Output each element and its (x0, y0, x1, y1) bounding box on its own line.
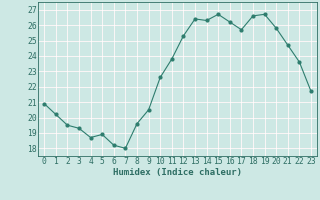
X-axis label: Humidex (Indice chaleur): Humidex (Indice chaleur) (113, 168, 242, 177)
